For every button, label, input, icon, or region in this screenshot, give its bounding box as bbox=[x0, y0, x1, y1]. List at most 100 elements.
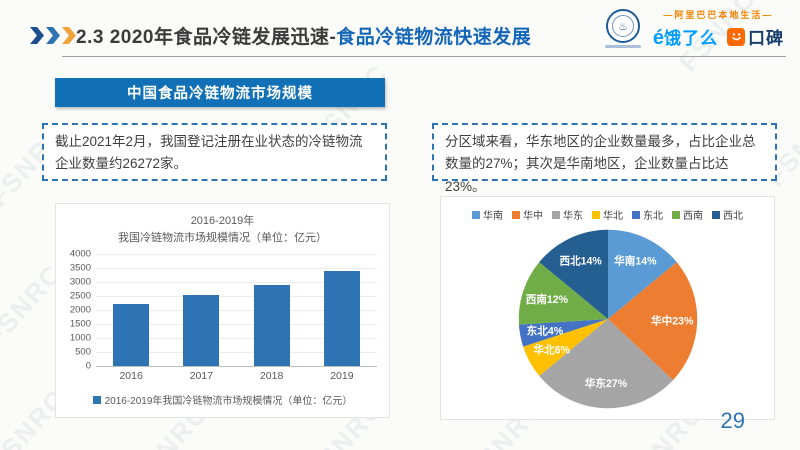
pie-chart-svg: 华南14% 华中23% 华东27% 华北6% 东北4% 西南12% 西北14% bbox=[518, 229, 697, 409]
pie-data-label: 华中23% bbox=[651, 315, 694, 328]
pie-legend-item: 华东 bbox=[552, 207, 583, 222]
pie-slice-西北 bbox=[538, 229, 608, 319]
gridline bbox=[96, 366, 377, 367]
y-axis-tick-label: 500 bbox=[75, 346, 91, 358]
chevron-right-icon bbox=[62, 27, 76, 44]
pie-legend-item: 西北 bbox=[712, 207, 743, 222]
pie-legend-label: 东北 bbox=[643, 211, 663, 222]
y-axis-tick-label: 1000 bbox=[69, 332, 91, 344]
pie-legend-label: 西南 bbox=[683, 211, 703, 222]
pie-legend-label: 华中 bbox=[523, 211, 543, 222]
y-axis-tick-label: 3500 bbox=[69, 262, 91, 274]
legend-swatch-icon bbox=[512, 210, 520, 219]
header-divider bbox=[62, 56, 786, 57]
page-title: 2.3 2020年食品冷链发展迅速-食品冷链物流快速发展 bbox=[76, 22, 531, 49]
section-banner: 中国食品冷链物流市场规模 bbox=[55, 78, 385, 107]
x-axis-tick-label: 2017 bbox=[189, 370, 214, 382]
legend-swatch-icon bbox=[712, 210, 720, 219]
insight-box-enterprise-count: 截止2021年2月，我国登记注册在业状态的冷链物流企业数量约26272家。 bbox=[42, 123, 387, 181]
gridline bbox=[96, 282, 377, 283]
gridline bbox=[96, 254, 377, 255]
pie-legend-label: 华东 bbox=[563, 211, 583, 222]
pie-legend-item: 华北 bbox=[592, 207, 623, 222]
legend-swatch-icon bbox=[92, 395, 101, 404]
legend-swatch-icon bbox=[592, 210, 600, 219]
legend-swatch-icon bbox=[672, 210, 680, 219]
pie-legend-label: 华南 bbox=[483, 211, 503, 222]
association-emblem-inner: ♨ bbox=[611, 15, 634, 37]
bar-series bbox=[96, 254, 377, 366]
koubei-label: 口碑 bbox=[748, 29, 784, 48]
bar bbox=[323, 270, 360, 366]
bar-chart-title-line1: 2016-2019年 bbox=[190, 215, 255, 227]
y-axis-tick-label: 3000 bbox=[69, 276, 91, 288]
gridline bbox=[96, 338, 377, 339]
bar bbox=[253, 284, 290, 366]
partner-logos-row: é 饿了么 口碑 bbox=[653, 24, 784, 49]
pie-legend-label: 华北 bbox=[603, 211, 623, 222]
pie-slice-华东 bbox=[538, 319, 673, 409]
legend-swatch-icon bbox=[552, 210, 560, 219]
pie-chart-legend: 华南 华中 华东 华北 东北 西南 西北 bbox=[441, 207, 774, 222]
bar-chart-title: 2016-2019年 我国冷链物流市场规模情况（单位：亿元） bbox=[56, 213, 389, 246]
bar-chart-legend-label: 2016-2019年我国冷链物流市场规模情况（单位：亿元） bbox=[104, 396, 353, 407]
pie-data-label: 华东27% bbox=[584, 377, 627, 390]
bar-chart-x-axis: 2016 2017 2018 2019 bbox=[96, 370, 377, 382]
bar-chart-card: 2016-2019年 我国冷链物流市场规模情况（单位：亿元） 4000 3500 3… bbox=[55, 203, 390, 418]
pie-data-label: 华南14% bbox=[614, 255, 657, 268]
association-emblem-icon: ♨ bbox=[605, 9, 640, 43]
eleme-logo: é 饿了么 bbox=[653, 24, 718, 49]
x-axis-tick-label: 2018 bbox=[259, 370, 284, 382]
legend-swatch-icon bbox=[472, 210, 480, 219]
pie-data-label: 东北4% bbox=[526, 325, 563, 338]
pie-chart: 华南14% 华中23% 华东27% 华北6% 东北4% 西南12% 西北14% bbox=[441, 227, 774, 411]
bar-chart-legend: 2016-2019年我国冷链物流市场规模情况（单位：亿元） bbox=[56, 392, 389, 407]
page-title-prefix: 2.3 2020年食品冷链发展迅速- bbox=[76, 27, 337, 48]
pie-data-label: 华北6% bbox=[533, 344, 570, 357]
pie-data-label: 西南12% bbox=[525, 293, 568, 306]
y-axis-tick-label: 0 bbox=[85, 360, 91, 372]
y-axis-tick-label: 2500 bbox=[69, 290, 91, 302]
y-axis-tick-label: 1500 bbox=[69, 318, 91, 330]
association-logo-caption bbox=[604, 45, 641, 48]
association-logo: ♨ bbox=[604, 9, 641, 48]
pie-legend-label: 西北 bbox=[723, 211, 743, 222]
chevrons-icon bbox=[30, 27, 76, 44]
bar bbox=[113, 304, 150, 366]
gridline bbox=[96, 324, 377, 325]
koubei-logo: 口碑 bbox=[727, 24, 784, 49]
bar-chart: 4000 3500 3000 2500 2000 1500 1000 500 0 bbox=[62, 249, 377, 372]
eleme-label: 饿了么 bbox=[664, 29, 718, 48]
pie-legend-item: 华南 bbox=[472, 207, 503, 222]
pie-legend-item: 东北 bbox=[632, 207, 663, 222]
gridline bbox=[96, 268, 377, 269]
header-logos: ♨ —阿里巴巴本地生活— é 饿了么 bbox=[604, 8, 784, 49]
y-axis-tick-label: 4000 bbox=[69, 248, 91, 260]
pie-slice-华中 bbox=[607, 262, 697, 381]
pie-data-label: 西北14% bbox=[559, 255, 602, 268]
gridline bbox=[96, 296, 377, 297]
eleme-e-icon: é bbox=[652, 27, 664, 49]
y-axis-tick-label: 2000 bbox=[69, 304, 91, 316]
gridline bbox=[96, 352, 377, 353]
chevron-right-icon bbox=[46, 27, 60, 44]
bar bbox=[183, 294, 220, 366]
pie-legend-item: 西南 bbox=[672, 207, 703, 222]
alibaba-local-life-lockup: —阿里巴巴本地生活— é 饿了么 口碑 bbox=[653, 8, 784, 49]
gridline bbox=[96, 310, 377, 311]
x-axis-tick-label: 2016 bbox=[119, 370, 143, 382]
pie-slice-西南 bbox=[518, 262, 608, 325]
koubei-smiley-icon bbox=[727, 27, 745, 46]
bar-chart-y-axis: 4000 3500 3000 2500 2000 1500 1000 500 0 bbox=[62, 249, 96, 372]
pie-legend-item: 华中 bbox=[512, 207, 543, 222]
partner-tagline: —阿里巴巴本地生活— bbox=[663, 10, 774, 20]
pie-slice-东北 bbox=[518, 319, 608, 347]
pie-slice-华北 bbox=[522, 319, 608, 376]
x-axis-tick-label: 2019 bbox=[330, 370, 354, 382]
chevron-right-icon bbox=[30, 27, 44, 44]
page-title-accent: 食品冷链物流快速发展 bbox=[336, 27, 532, 48]
pie-slice-华南 bbox=[607, 229, 677, 319]
bar-chart-title-line2: 我国冷链物流市场规模情况（单位：亿元） bbox=[118, 231, 327, 244]
legend-swatch-icon bbox=[632, 210, 640, 219]
